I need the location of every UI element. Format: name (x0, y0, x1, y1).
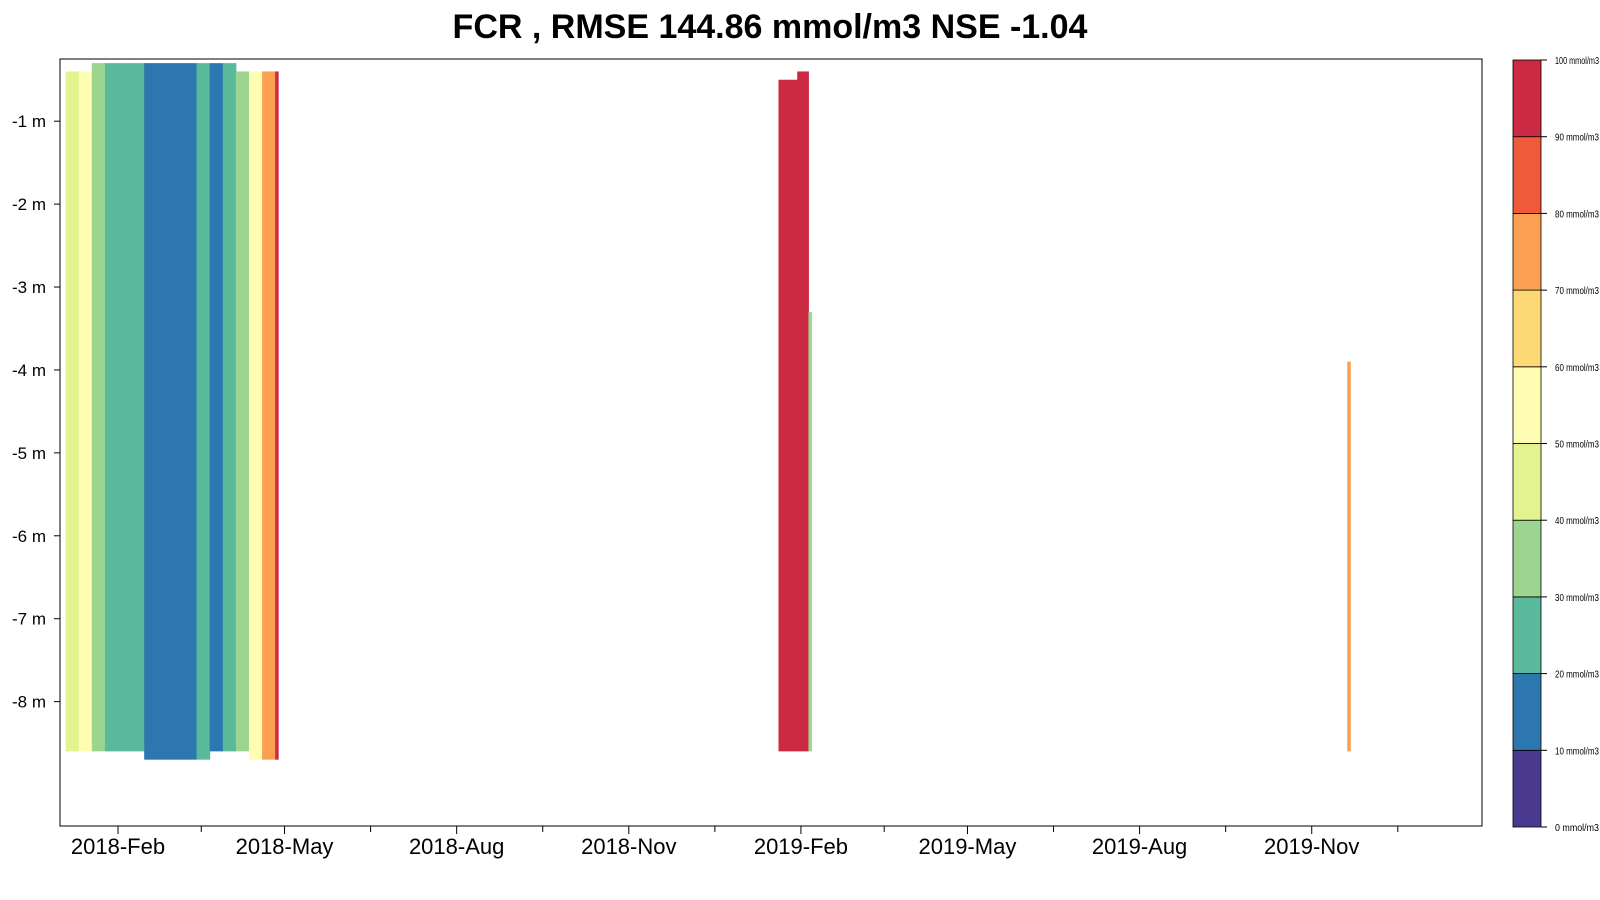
data-band (262, 71, 276, 760)
data-band (157, 63, 171, 760)
colorbar-swatch (1512, 59, 1542, 138)
colorbar-swatch (1512, 443, 1542, 521)
colorbar-label: 50 mmol/m3 (1555, 439, 1599, 451)
y-tick-label: -8 m (12, 693, 46, 712)
colorbar-label: 0 mmol/m3 (1555, 822, 1599, 834)
y-tick-label: -2 m (12, 195, 46, 214)
data-band (91, 63, 106, 752)
data-band (248, 71, 263, 760)
y-tick-label: -1 m (12, 112, 46, 131)
x-tick-label: 2019-May (919, 834, 1017, 859)
data-band (275, 71, 279, 760)
data-band (65, 71, 80, 752)
data-bands (65, 63, 1351, 760)
colorbar-label: 70 mmol/m3 (1555, 285, 1599, 297)
data-band (78, 71, 93, 752)
data-band (196, 63, 211, 760)
colorbar-swatch (1512, 289, 1542, 368)
plot-frame (59, 58, 1483, 827)
data-band (797, 71, 809, 752)
data-band (222, 63, 237, 752)
y-axis: -1 m -2 m -3 m -4 m -5 m -6 m -7 m -8 m (12, 112, 60, 712)
data-band (209, 63, 224, 752)
colorbar-label: 100 mmol/m3 (1555, 55, 1599, 67)
data-band (131, 63, 145, 752)
y-tick-label: -7 m (12, 610, 46, 629)
x-tick-label: 2018-Aug (409, 834, 504, 859)
colorbar-label: 10 mmol/m3 (1555, 745, 1599, 757)
colorbar-swatch (1512, 366, 1542, 444)
colorbar-swatch (1512, 136, 1542, 214)
x-tick-label: 2019-Feb (754, 834, 848, 859)
colorbar-swatch (1512, 749, 1542, 828)
colorbar-label: 30 mmol/m3 (1555, 592, 1599, 604)
colorbar-swatch (1512, 596, 1542, 675)
data-band (144, 63, 158, 760)
y-tick-label: -5 m (12, 444, 46, 463)
colorbar: 0 mmol/m3 10 mmol/m3 20 mmol/m3 30 mmol/m3 4… (1512, 55, 1599, 834)
data-band (808, 311, 812, 752)
x-tick-label: 2018-Feb (71, 834, 165, 859)
y-tick-label: -4 m (12, 361, 46, 380)
data-band (170, 63, 184, 760)
y-tick-label: -3 m (12, 278, 46, 297)
x-tick-label: 2019-Nov (1264, 834, 1359, 859)
data-band (1347, 361, 1351, 752)
colorbar-label: 90 mmol/m3 (1555, 132, 1599, 144)
y-tick-label: -6 m (12, 527, 46, 546)
data-band (104, 63, 119, 752)
colorbar-label: 40 mmol/m3 (1555, 515, 1599, 527)
x-tick-label: 2018-May (236, 834, 334, 859)
x-axis: 2018-Feb 2018-May 2018-Aug 2018-Nov 2019-Feb… (71, 826, 1399, 859)
x-tick-label: 2019-Aug (1092, 834, 1187, 859)
colorbar-swatch (1512, 519, 1542, 598)
data-band (183, 63, 198, 760)
colorbar-label: 80 mmol/m3 (1555, 208, 1599, 220)
data-band (118, 63, 132, 752)
colorbar-swatch (1512, 673, 1542, 751)
chart-title: FCR , RMSE 144.86 mmol/m3 NSE -1.04 (452, 8, 1088, 46)
data-band (778, 79, 798, 752)
colorbar-label: 60 mmol/m3 (1555, 362, 1599, 374)
colorbar-label: 20 mmol/m3 (1555, 669, 1599, 681)
x-tick-label: 2018-Nov (581, 834, 676, 859)
data-band (235, 71, 250, 752)
colorbar-swatch (1512, 212, 1542, 291)
